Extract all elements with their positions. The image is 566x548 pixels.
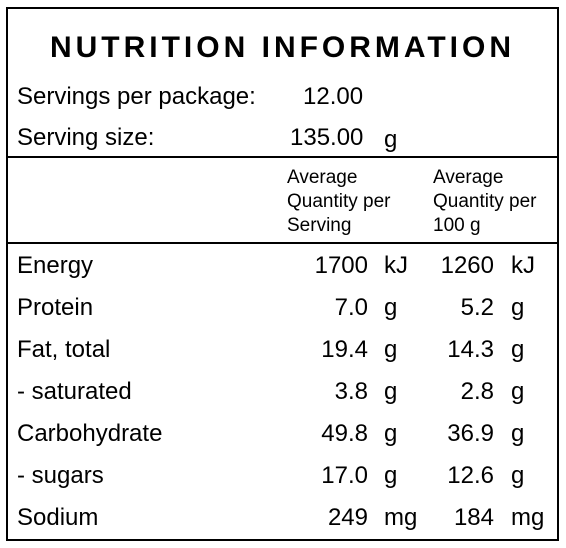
nutrient-name: Fat, total bbox=[17, 336, 111, 363]
per-serving-unit: g bbox=[384, 294, 398, 321]
per-serving-unit: g bbox=[384, 420, 398, 447]
nutrient-name: Sodium bbox=[17, 504, 99, 531]
per-100g-header-line-2: Quantity per bbox=[433, 191, 537, 212]
nutrient-row: Protein 7.0 g 5.2 g bbox=[8, 294, 557, 336]
per-serving-value: 249 bbox=[327, 504, 368, 531]
serving-size-unit: g bbox=[384, 126, 398, 153]
per-serving-unit: g bbox=[384, 462, 398, 489]
per-serving-header-line-2: Quantity per bbox=[287, 191, 391, 212]
per-100g-value: 2.8 bbox=[460, 378, 494, 405]
panel-title: NUTRITION INFORMATION bbox=[49, 31, 516, 64]
per-serving-value: 1700 bbox=[314, 252, 368, 279]
per-serving-value: 7.0 bbox=[334, 294, 368, 321]
per-serving-header-line-1: Average bbox=[287, 167, 358, 188]
serving-size-value: 135.00 bbox=[290, 124, 364, 151]
servings-per-package-value: 12.00 bbox=[303, 83, 364, 110]
per-100g-value: 14.3 bbox=[447, 336, 494, 363]
per-serving-unit: mg bbox=[384, 504, 418, 531]
nutrient-name: Carbohydrate bbox=[17, 420, 163, 447]
per-100g-unit: g bbox=[511, 294, 525, 321]
per-serving-unit: g bbox=[384, 336, 398, 363]
per-100g-header-line-1: Average bbox=[433, 167, 504, 188]
per-100g-unit: g bbox=[511, 420, 525, 447]
per-100g-unit: g bbox=[511, 462, 525, 489]
servings-per-package-label: Servings per package: bbox=[17, 83, 256, 110]
divider-top bbox=[8, 156, 557, 158]
nutrient-row: - sugars 17.0 g 12.6 g bbox=[8, 462, 557, 504]
nutrient-name: Protein bbox=[17, 294, 94, 321]
divider-header bbox=[8, 242, 557, 244]
per-100g-value: 5.2 bbox=[460, 294, 494, 321]
nutrient-row: Fat, total 19.4 g 14.3 g bbox=[8, 336, 557, 378]
serving-size-label: Serving size: bbox=[17, 124, 155, 151]
column-header-per-serving: Average Quantity per Serving bbox=[287, 166, 427, 238]
per-serving-unit: kJ bbox=[384, 252, 408, 279]
per-serving-value: 19.4 bbox=[321, 336, 368, 363]
per-100g-value: 36.9 bbox=[447, 420, 494, 447]
per-100g-value: 184 bbox=[453, 504, 494, 531]
per-serving-unit: g bbox=[384, 378, 398, 405]
nutrient-name: - saturated bbox=[17, 378, 132, 405]
per-100g-unit: mg bbox=[511, 504, 545, 531]
nutrient-row: Energy 1700 kJ 1260 kJ bbox=[8, 252, 557, 294]
per-100g-unit: g bbox=[511, 378, 525, 405]
per-100g-value: 12.6 bbox=[447, 462, 494, 489]
per-serving-value: 3.8 bbox=[334, 378, 368, 405]
per-serving-header-line-3: Serving bbox=[287, 215, 352, 236]
per-serving-value: 17.0 bbox=[321, 462, 368, 489]
column-header-per-100g: Average Quantity per 100 g bbox=[433, 166, 559, 238]
per-100g-value: 1260 bbox=[440, 252, 494, 279]
nutrient-row: Carbohydrate 49.8 g 36.9 g bbox=[8, 420, 557, 462]
nutrient-name: - sugars bbox=[17, 462, 104, 489]
per-100g-unit: kJ bbox=[511, 252, 535, 279]
nutrient-row: - saturated 3.8 g 2.8 g bbox=[8, 378, 557, 420]
nutrient-name: Energy bbox=[17, 252, 94, 279]
per-100g-header-line-3: 100 g bbox=[433, 215, 481, 236]
nutrient-row: Sodium 249 mg 184 mg bbox=[8, 504, 557, 546]
per-100g-unit: g bbox=[511, 336, 525, 363]
nutrition-panel: NUTRITION INFORMATION Servings per packa… bbox=[6, 7, 559, 541]
per-serving-value: 49.8 bbox=[321, 420, 368, 447]
